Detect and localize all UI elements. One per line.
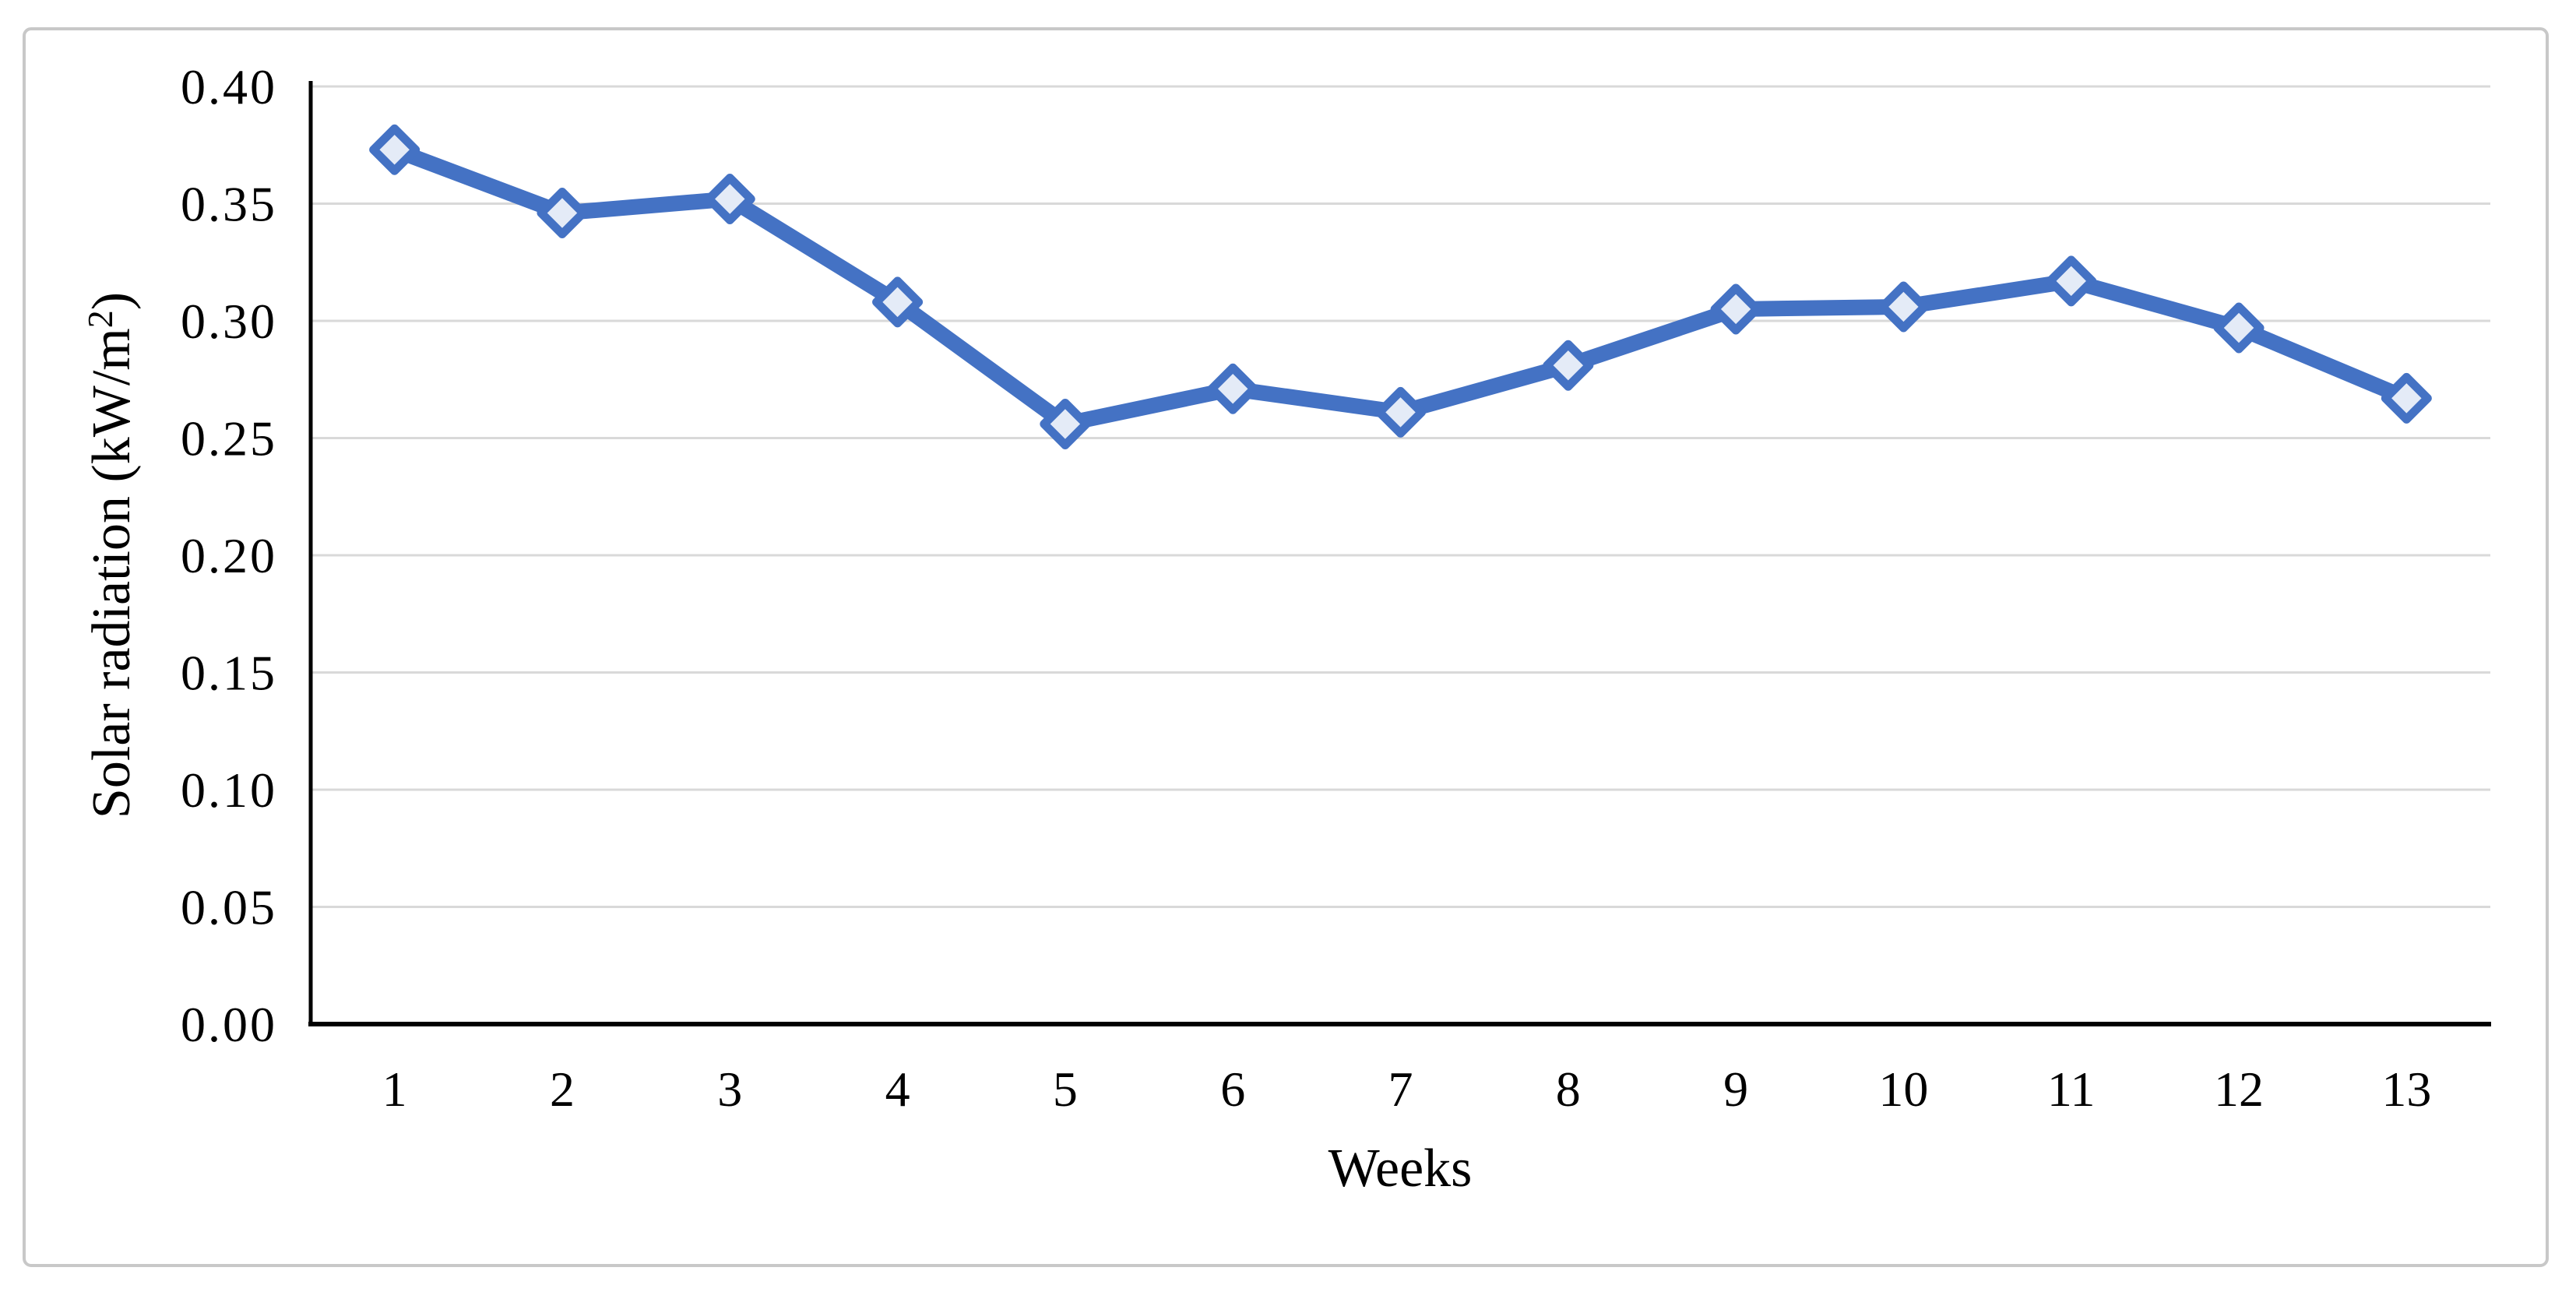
x-tick-label: 1 bbox=[382, 1061, 407, 1117]
data-point-week-3 bbox=[704, 173, 755, 224]
chart-frame-border bbox=[23, 27, 2549, 1267]
x-tick-label: 2 bbox=[550, 1061, 575, 1117]
data-point-markers bbox=[369, 124, 2432, 449]
y-axis-tick-labels: 0.00 0.05 0.10 0.15 0.20 0.25 0.30 0.35 0.40 bbox=[181, 59, 277, 1052]
x-axis-title: Weeks bbox=[1328, 1139, 1473, 1199]
data-point-week-10 bbox=[1877, 281, 1929, 333]
data-point-week-2 bbox=[537, 188, 588, 239]
x-tick-label: 9 bbox=[1723, 1061, 1748, 1117]
y-tick-label: 0.05 bbox=[181, 880, 277, 935]
gridlines bbox=[311, 85, 2490, 908]
y-tick-label: 0.30 bbox=[181, 294, 277, 349]
y-tick-label: 0.00 bbox=[181, 997, 277, 1052]
x-tick-label: 13 bbox=[2381, 1061, 2431, 1117]
x-tick-label: 8 bbox=[1556, 1061, 1581, 1117]
x-axis-tick-labels: 1 2 3 4 5 6 7 8 9 10 11 12 13 bbox=[382, 1061, 2432, 1117]
y-tick-label: 0.35 bbox=[181, 177, 277, 232]
y-tick-label: 0.15 bbox=[181, 646, 277, 701]
x-tick-label: 6 bbox=[1220, 1061, 1245, 1117]
x-tick-label: 10 bbox=[1878, 1061, 1928, 1117]
data-point-week-12 bbox=[2213, 302, 2265, 354]
x-tick-label: 11 bbox=[2047, 1061, 2096, 1117]
y-axis-title-main: Solar radiation (kW/m bbox=[82, 328, 142, 819]
y-tick-label: 0.10 bbox=[181, 762, 277, 818]
data-point-week-13 bbox=[2381, 372, 2432, 424]
x-tick-label: 5 bbox=[1053, 1061, 1078, 1117]
y-axis-title: Solar radiation (kW/m2) bbox=[80, 292, 142, 819]
x-tick-label: 3 bbox=[717, 1061, 742, 1117]
y-axis-title-close: ) bbox=[82, 292, 142, 310]
data-point-week-7 bbox=[1375, 386, 1426, 438]
x-tick-label: 4 bbox=[885, 1061, 910, 1117]
data-point-week-9 bbox=[1710, 283, 1761, 335]
data-point-week-6 bbox=[1207, 363, 1258, 414]
data-point-week-11 bbox=[2046, 255, 2097, 307]
x-tick-label: 7 bbox=[1388, 1061, 1413, 1117]
x-tick-label: 12 bbox=[2214, 1061, 2264, 1117]
y-tick-label: 0.25 bbox=[181, 411, 277, 466]
y-axis-title-superscript: 2 bbox=[80, 310, 120, 328]
data-point-week-8 bbox=[1543, 340, 1594, 391]
y-tick-label: 0.40 bbox=[181, 59, 277, 114]
y-tick-label: 0.20 bbox=[181, 528, 277, 583]
data-point-week-4 bbox=[872, 276, 924, 328]
data-point-week-1 bbox=[369, 124, 421, 175]
data-point-week-5 bbox=[1040, 398, 1091, 449]
